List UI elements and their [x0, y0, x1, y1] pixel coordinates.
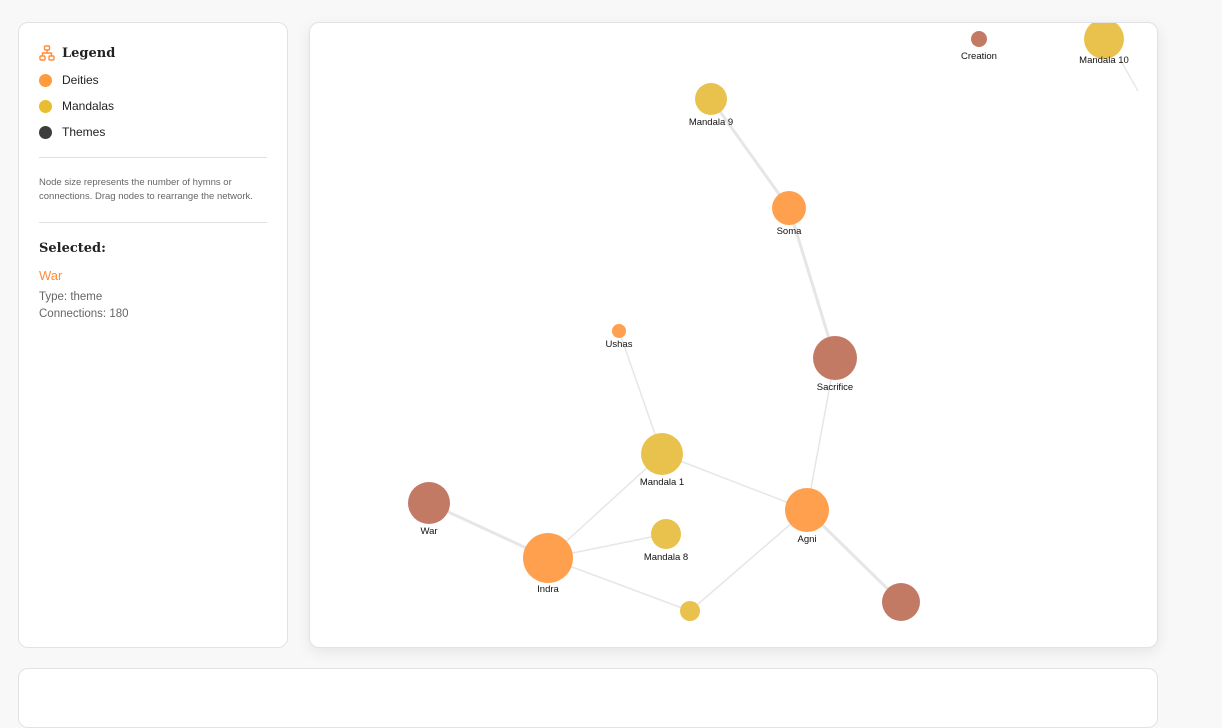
legend-title: Legend — [39, 45, 267, 61]
selected-name: War — [39, 268, 63, 283]
node-circle[interactable] — [408, 482, 450, 524]
graph-edge — [547, 557, 691, 612]
node-label: War — [420, 526, 437, 537]
graph-node-sacrifice[interactable]: Sacrifice — [813, 336, 857, 393]
graph-edge — [709, 98, 791, 209]
graph-node-indra[interactable]: Indra — [523, 533, 573, 595]
selected-heading: Selected: — [39, 241, 106, 256]
graph-edge — [618, 330, 663, 455]
selected-connections: Connections: 180 — [39, 308, 129, 320]
node-label: Indra — [537, 584, 559, 595]
divider — [39, 157, 267, 158]
sitemap-icon — [39, 45, 55, 61]
node-label: Mandala 10 — [1079, 55, 1129, 66]
node-circle[interactable] — [785, 488, 829, 532]
graph-edge — [547, 453, 663, 559]
graph-node-m9[interactable]: Mandala 9 — [689, 83, 733, 128]
graph-node-unlabeled-theme[interactable] — [882, 583, 920, 621]
legend-item-themes: Themes — [39, 125, 267, 139]
node-label: Sacrifice — [817, 382, 853, 393]
node-circle[interactable] — [1084, 23, 1124, 59]
node-circle[interactable] — [612, 324, 626, 338]
graph-edge — [787, 207, 837, 359]
legend-panel: Legend Deities Mandalas Themes Node size… — [18, 22, 288, 648]
divider — [39, 222, 267, 223]
graph-edge — [661, 453, 808, 511]
graph-node-m8[interactable]: Mandala 8 — [644, 519, 688, 563]
node-circle[interactable] — [695, 83, 727, 115]
graph-node-ushas[interactable]: Ushas — [606, 324, 633, 350]
graph-node-agni[interactable]: Agni — [785, 488, 829, 545]
node-label: Soma — [777, 226, 803, 237]
node-circle[interactable] — [882, 583, 920, 621]
node-circle[interactable] — [813, 336, 857, 380]
node-circle[interactable] — [680, 601, 700, 621]
node-label: Ushas — [606, 339, 633, 350]
network-graph[interactable]: Creation Mandala 10 Mandala 9 Soma Ushas Sacr… — [310, 23, 1158, 648]
graph-node-unlabeled-mandala[interactable] — [680, 601, 700, 621]
legend-item-mandalas: Mandalas — [39, 99, 267, 113]
node-circle[interactable] — [651, 519, 681, 549]
node-circle[interactable] — [523, 533, 573, 583]
graph-edge — [806, 357, 836, 511]
graph-node-soma[interactable]: Soma — [772, 191, 806, 237]
node-label: Creation — [961, 51, 997, 62]
network-graph-panel[interactable]: Creation Mandala 10 Mandala 9 Soma Ushas Sacr… — [309, 22, 1158, 648]
node-label: Agni — [797, 534, 816, 545]
deity-dot-icon — [39, 73, 52, 87]
node-label: Mandala 1 — [640, 477, 684, 488]
legend-note: Node size represents the number of hymns… — [39, 177, 253, 202]
legend-item-deities: Deities — [39, 73, 267, 87]
graph-node-m10[interactable]: Mandala 10 — [1079, 23, 1129, 66]
graph-edge — [1120, 60, 1139, 92]
selected-type: Type: theme — [39, 291, 103, 303]
bottom-panel — [18, 668, 1158, 728]
node-label: Mandala 9 — [689, 117, 733, 128]
node-circle[interactable] — [772, 191, 806, 225]
node-circle[interactable] — [971, 31, 987, 47]
graph-node-creation[interactable]: Creation — [961, 31, 997, 62]
mandala-dot-icon — [39, 99, 52, 113]
theme-dot-icon — [39, 125, 52, 139]
graph-node-m1[interactable]: Mandala 1 — [640, 433, 684, 488]
node-circle[interactable] — [641, 433, 683, 475]
node-label: Mandala 8 — [644, 552, 688, 563]
graph-node-war[interactable]: War — [408, 482, 450, 537]
graph-edge — [689, 509, 808, 612]
